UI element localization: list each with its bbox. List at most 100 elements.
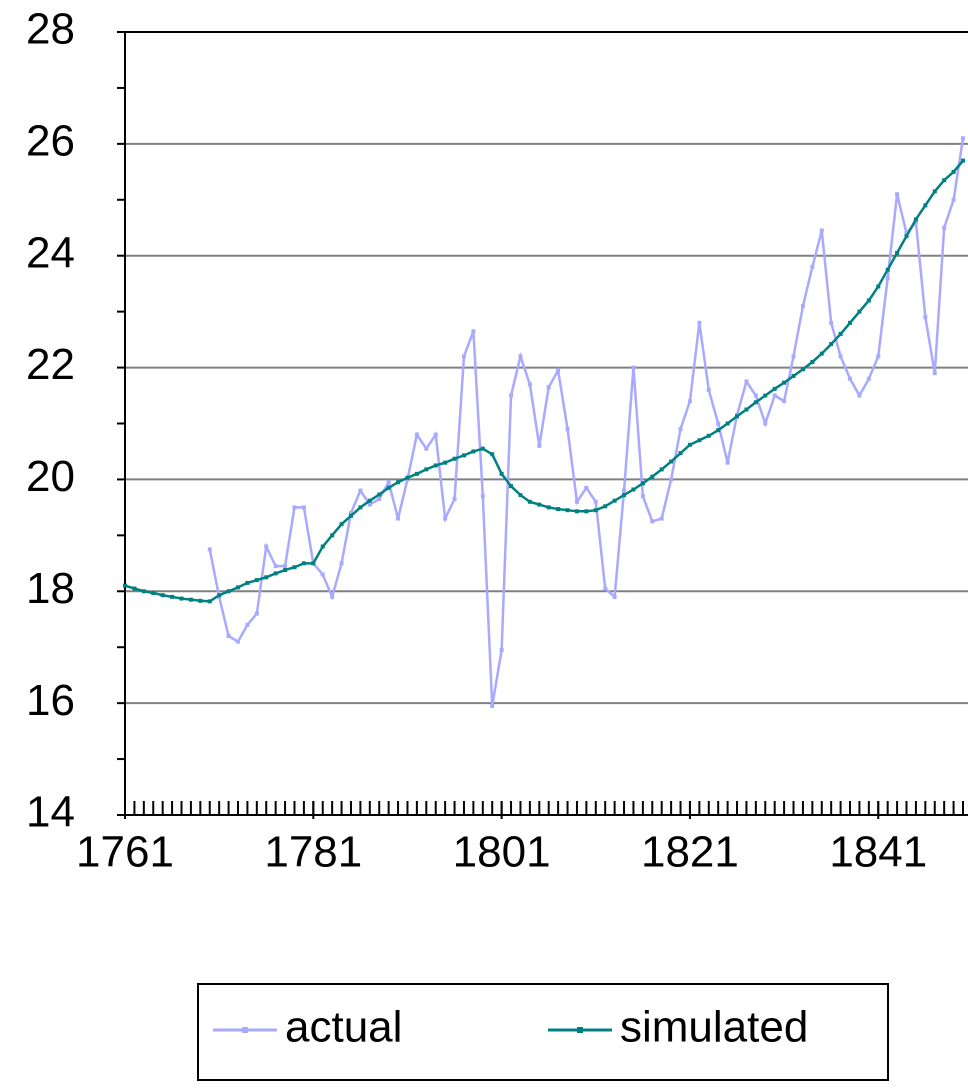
point (358, 505, 363, 510)
point (669, 477, 674, 482)
point (913, 220, 918, 225)
point (857, 393, 862, 398)
point (396, 516, 401, 521)
point (772, 386, 777, 391)
series-line (124, 159, 964, 603)
point (490, 703, 495, 708)
point (546, 505, 551, 510)
point (499, 471, 504, 476)
point (678, 427, 683, 432)
y-tick-label: 28 (26, 5, 75, 54)
point (330, 594, 335, 599)
point (537, 502, 542, 507)
point (923, 315, 928, 320)
point (782, 380, 787, 385)
point (819, 228, 824, 233)
legend-label: actual (285, 1003, 402, 1052)
point (292, 565, 297, 570)
legend-label: simulated (620, 1003, 808, 1052)
point (264, 575, 269, 580)
point (377, 492, 382, 497)
point (942, 225, 947, 230)
point (622, 493, 627, 498)
point (207, 599, 212, 604)
point (932, 189, 937, 194)
point (612, 594, 617, 599)
point (763, 421, 768, 426)
point (612, 498, 617, 503)
point (725, 421, 730, 426)
point (264, 544, 269, 549)
point (687, 442, 692, 447)
point (179, 596, 184, 601)
point (904, 231, 909, 236)
point (725, 460, 730, 465)
point (480, 446, 485, 451)
point (885, 276, 890, 281)
point (556, 368, 561, 373)
point (509, 484, 514, 489)
point (631, 487, 636, 492)
point (923, 203, 928, 208)
point (480, 494, 485, 499)
y-tick-label: 24 (26, 228, 75, 277)
point (659, 467, 664, 472)
point (273, 571, 278, 576)
y-tick-label: 22 (26, 340, 75, 389)
point (706, 433, 711, 438)
point (358, 488, 363, 493)
point (235, 639, 240, 644)
point (904, 234, 909, 239)
point (301, 505, 306, 510)
point (245, 580, 250, 585)
point (348, 513, 353, 518)
point (490, 452, 495, 457)
y-tick-label: 20 (26, 452, 75, 501)
point (254, 578, 259, 583)
point (330, 533, 335, 538)
point (471, 329, 476, 334)
point (800, 367, 805, 372)
point (744, 379, 749, 384)
point (198, 598, 203, 603)
point (697, 320, 702, 325)
point (829, 342, 834, 347)
point (819, 351, 824, 356)
x-tick-label: 1821 (641, 828, 739, 877)
point (188, 597, 193, 602)
point (961, 158, 965, 163)
point (141, 589, 146, 594)
point (320, 544, 325, 549)
point (443, 516, 448, 521)
point (603, 586, 608, 591)
point (235, 585, 240, 590)
point (857, 309, 862, 314)
y-tick-label: 18 (26, 564, 75, 613)
point (527, 499, 532, 504)
point (810, 264, 815, 269)
x-tick-label: 1761 (76, 828, 174, 877)
point (565, 427, 570, 432)
x-tick-label: 1781 (264, 828, 362, 877)
point (622, 488, 627, 493)
point (452, 456, 457, 461)
point (885, 267, 890, 272)
point (895, 250, 900, 255)
point (800, 304, 805, 309)
point (876, 284, 881, 289)
point (226, 634, 231, 639)
point (574, 509, 579, 514)
point (848, 376, 853, 381)
x-tick-label: 1841 (829, 828, 927, 877)
point (452, 497, 457, 502)
point (753, 400, 758, 405)
point (377, 497, 382, 502)
point (518, 493, 523, 498)
point (537, 443, 542, 448)
point (951, 197, 956, 202)
point (546, 385, 551, 390)
point (320, 572, 325, 577)
point (424, 446, 429, 451)
